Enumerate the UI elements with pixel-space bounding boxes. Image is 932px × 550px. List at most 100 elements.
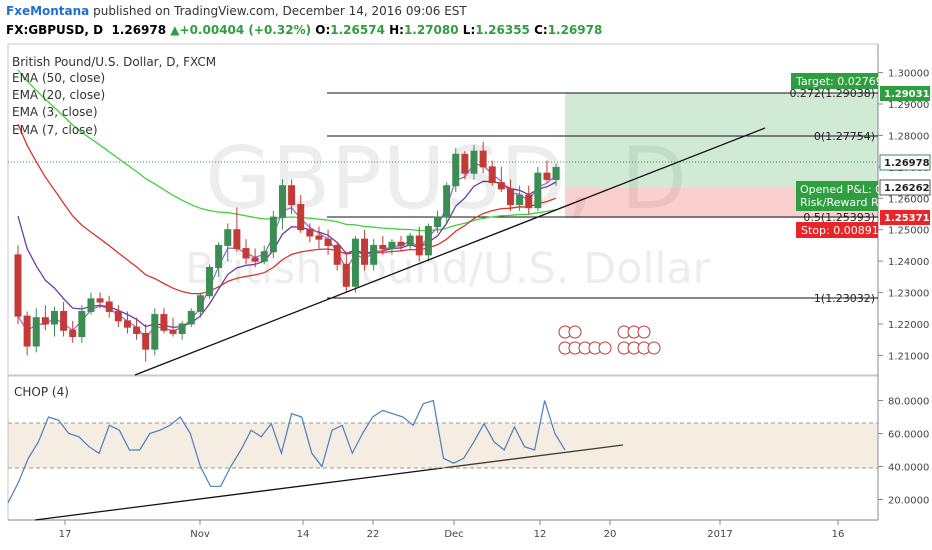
candle-body [406,235,414,246]
legend-ema20[interactable]: EMA (20, close) [12,88,105,102]
high-label: H: [389,23,404,37]
stop-badge[interactable]: Stop: 0.00891 [796,222,879,238]
candle [543,160,551,183]
candle-body [224,229,232,246]
candle-body [506,188,514,206]
candle [69,320,77,343]
published-text: published on TradingView.com, December 1… [93,4,467,18]
up-triangle-icon: ▲ [170,23,180,37]
candle-layer[interactable] [14,141,560,362]
candle-body [333,244,341,265]
candle [297,195,305,233]
target-zone[interactable] [565,93,878,188]
candle [315,226,323,249]
candle [187,308,195,328]
open-label: O: [315,23,331,37]
candle [534,166,542,211]
chop-series-line[interactable] [7,399,566,504]
candle [406,232,414,249]
low-value: 1.26355 [475,23,530,37]
chop-tick-label: 20.0000 [888,496,929,507]
candle-body [488,166,496,184]
candle-body [133,326,141,334]
candle [516,185,524,211]
candle-body [434,216,442,228]
candle [269,210,277,258]
chart-canvas[interactable]: GBPUSD, D British Pound/U.S. Dollar 0.27… [0,42,932,550]
legend-ema3[interactable]: EMA (3, close) [12,105,98,119]
header-bar: FxeMontana published on TradingView.com,… [0,0,932,42]
price-tick-label: 1.23000 [888,289,929,300]
fib-label-1: 1(1.23032) [814,292,875,305]
price-tag-entry[interactable]: 1.26262 [879,179,931,196]
candle-body [370,244,378,265]
candle [278,179,286,230]
candle-body [105,301,113,312]
price-tick-label: 1.25000 [888,226,929,237]
candle [415,226,423,262]
candle-body [516,194,524,206]
candle [306,223,314,243]
legend-ema7[interactable]: EMA (7, close) [12,123,98,137]
candle-body [87,298,95,312]
price-tag-target-text: 1.29031 [884,89,930,100]
price-tag-current-text: 1.26978 [884,158,930,169]
legend-ema50[interactable]: EMA (50, close) [12,71,105,85]
price-tick-label: 1.26000 [888,194,929,205]
target-badge[interactable]: Target: 0.02769 [791,73,883,89]
candle [370,239,378,271]
chop-pane[interactable] [7,375,879,521]
candle-body [123,320,131,328]
candle-body [78,310,86,338]
chop-tick-label: 80.0000 [888,397,929,408]
candle [133,317,141,340]
candle [470,144,478,180]
time-tick-label: 16 [832,529,845,540]
flag-icon [598,341,612,355]
author-link[interactable]: FxeMontana [6,4,90,18]
candle-body [160,314,168,331]
candle [151,308,159,356]
opened-badge[interactable]: Opened P&L: 0 Risk/Reward Ra [796,181,885,211]
candle [479,141,487,174]
trendline-chop[interactable] [34,444,624,521]
flag-icon [647,341,661,355]
candle [32,308,40,353]
event-markers[interactable] [558,325,661,355]
candle-body [60,310,68,331]
chop-axis[interactable]: 80.0000 60.0000 40.0000 20.0000 [878,397,929,507]
candle-body [242,248,250,259]
candle [497,166,505,192]
candle-body [452,153,460,187]
time-axis[interactable]: 17 Nov 14 22 Dec 12 20 2017 16 [59,520,845,540]
price-tag-target[interactable]: 1.29031 [880,86,930,101]
candle [525,185,533,214]
time-tick-label: Nov [190,529,210,540]
candle-body [178,323,186,334]
candle-body [415,235,423,256]
candle-body [233,229,241,250]
legend-instrument[interactable]: British Pound/U.S. Dollar, D, FXCM [12,55,216,69]
candle-body [151,314,159,350]
symbol-label[interactable]: FX:GBPUSD, D [6,23,104,37]
candle [142,324,150,362]
opened-label: Opened P&L: 0 [800,183,882,196]
candle [251,248,259,268]
candle [23,311,31,356]
candle-body [297,204,305,231]
candle-body [278,185,286,218]
candle [160,308,168,334]
candle-body [552,166,560,180]
high-value: 1.27080 [403,23,459,37]
chop-legend[interactable]: CHOP (4) [14,385,69,399]
candle-body [361,238,369,265]
trendline-main[interactable] [134,127,766,376]
ema50-line [17,69,557,232]
price-tag-current[interactable]: 1.26978 [879,154,931,171]
candle [452,148,460,192]
price-tag-stop[interactable]: 1.25371 [880,210,930,225]
candle-body [206,266,214,297]
price-tag-entry-text: 1.26262 [884,183,930,194]
candle-body [187,310,195,325]
candle-body [379,244,387,250]
